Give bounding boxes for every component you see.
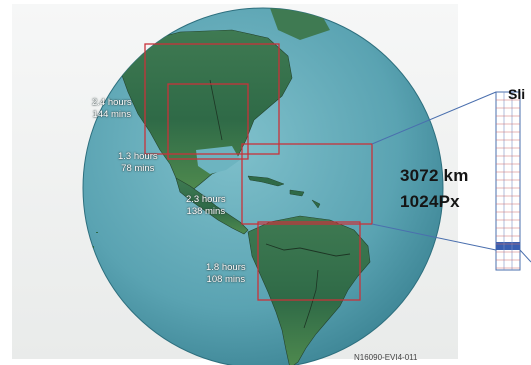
region-mins: 78 mins — [121, 163, 155, 174]
amazon-river — [265, 243, 351, 257]
region-hours: 2.3 hours — [186, 194, 226, 205]
region-hours: 1.3 hours — [118, 151, 158, 162]
region-mins: 138 mins — [186, 206, 226, 217]
region-label-north-america: 2.4 hours 144 mins — [92, 97, 132, 121]
region-hours: 2.4 hours — [92, 97, 132, 108]
connector-line-top — [371, 91, 497, 145]
region-mins: 108 mins — [206, 274, 246, 285]
slice-strip-frame — [495, 91, 521, 271]
region-box-southern-south-america — [257, 221, 361, 301]
region-boxes — [144, 43, 373, 301]
region-box-northern-south-america — [241, 143, 373, 225]
greenland-land — [270, 8, 330, 40]
figure-id: N16090-EVI4-011 — [354, 353, 418, 362]
slice-strip — [495, 91, 521, 271]
south-america-land — [247, 215, 371, 365]
region-label-southern-south-america: 1.8 hours 108 mins — [206, 262, 246, 286]
region-box-central-america — [167, 83, 249, 160]
highlighted-slice — [496, 242, 520, 250]
region-box-north-america — [144, 43, 280, 155]
region-label-central-america: 1.3 hours 78 mins — [118, 151, 158, 175]
extent-distance: 3072 km — [400, 166, 469, 185]
region-hours: 1.8 hours — [206, 262, 246, 273]
extent-pixels: 1024Px — [400, 192, 460, 211]
mississippi-river — [209, 79, 223, 141]
gulf-of-mexico — [196, 146, 240, 174]
connector-line-bottom — [371, 223, 497, 251]
region-label-northern-south-america: 2.3 hours 138 mins — [186, 194, 226, 218]
connector-line-right — [519, 249, 531, 263]
caribbean-islands — [247, 175, 321, 209]
central-america-land — [175, 177, 249, 235]
slices-title: Sli — [508, 86, 526, 102]
region-mins: 144 mins — [92, 109, 132, 120]
